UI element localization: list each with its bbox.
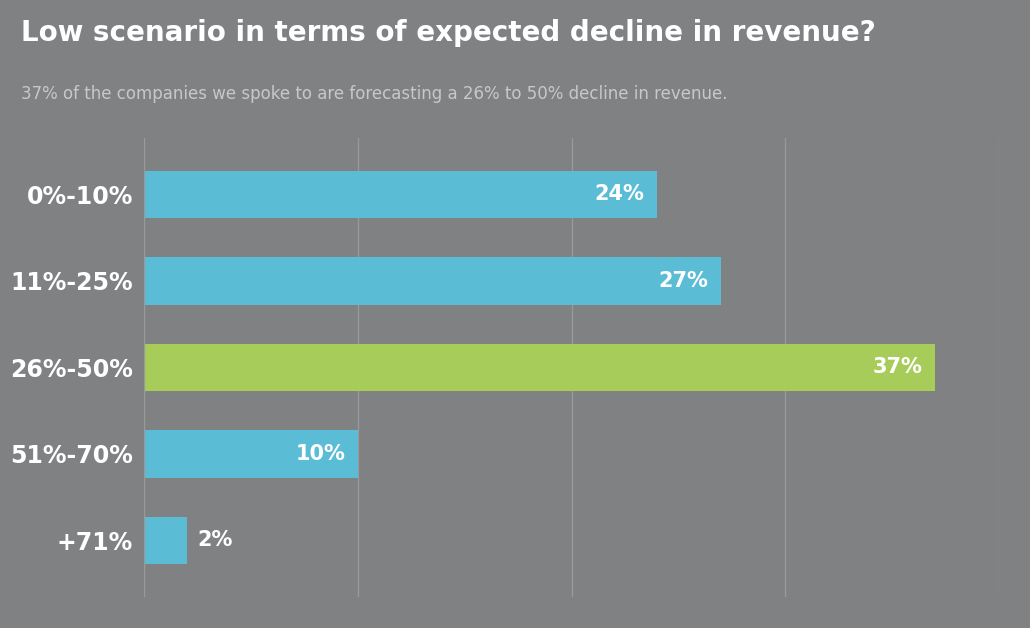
Bar <box>144 257 721 305</box>
Text: 37% of the companies we spoke to are forecasting a 26% to 50% decline in revenue: 37% of the companies we spoke to are for… <box>21 85 727 103</box>
Text: 24%: 24% <box>594 185 645 204</box>
Bar <box>144 171 657 218</box>
Text: 2%: 2% <box>198 531 233 550</box>
Text: Low scenario in terms of expected decline in revenue?: Low scenario in terms of expected declin… <box>21 19 876 47</box>
Bar <box>144 344 935 391</box>
Text: 10%: 10% <box>296 444 345 464</box>
Text: 37%: 37% <box>872 357 922 377</box>
Bar <box>144 430 358 478</box>
Text: 27%: 27% <box>658 271 709 291</box>
Bar <box>144 517 187 564</box>
